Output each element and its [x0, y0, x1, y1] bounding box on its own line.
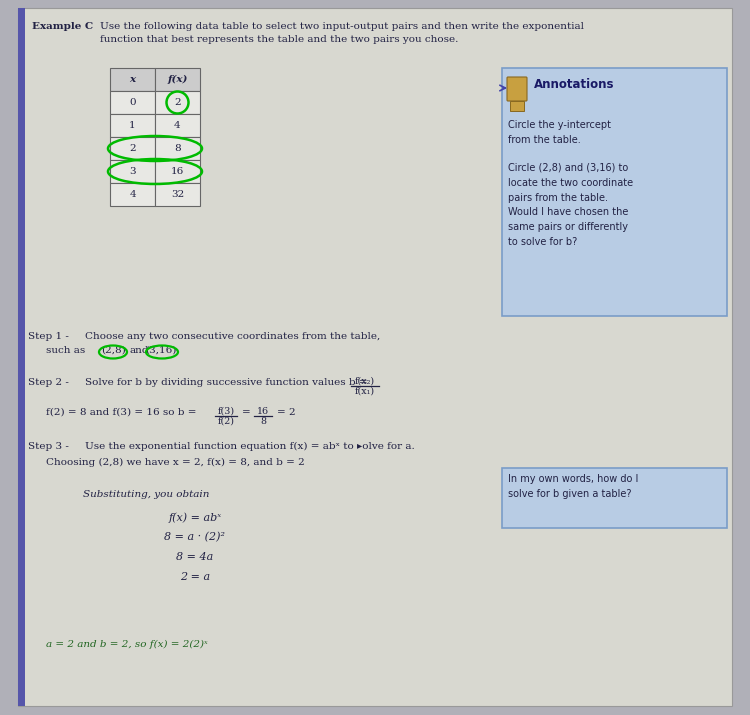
Text: =: =: [242, 408, 250, 417]
Bar: [110, 160, 155, 183]
Text: function that best represents the table and the two pairs you chose.: function that best represents the table …: [100, 35, 458, 44]
Text: Circle the y-intercept
from the table.: Circle the y-intercept from the table.: [508, 120, 611, 145]
Text: Step 1 -: Step 1 -: [28, 332, 69, 341]
Text: 0: 0: [129, 98, 136, 107]
Text: 8 = 4a: 8 = 4a: [176, 552, 214, 562]
FancyBboxPatch shape: [510, 101, 524, 111]
Text: Substituting, you obtain: Substituting, you obtain: [83, 490, 209, 499]
Text: 2: 2: [129, 144, 136, 153]
Text: 2 = a: 2 = a: [180, 572, 210, 582]
Text: f(3): f(3): [217, 407, 235, 416]
Text: f(x₂): f(x₂): [355, 377, 375, 386]
Text: (2,8): (2,8): [100, 346, 125, 355]
Text: Example C: Example C: [32, 22, 93, 31]
Text: 4: 4: [129, 190, 136, 199]
Text: f(2) = 8 and f(3) = 16 so b =: f(2) = 8 and f(3) = 16 so b =: [46, 408, 196, 417]
Text: Step 3 -: Step 3 -: [28, 442, 69, 451]
FancyBboxPatch shape: [18, 8, 732, 706]
Text: Solve for b by dividing successive function values b =: Solve for b by dividing successive funct…: [85, 378, 368, 387]
Bar: [155, 183, 200, 206]
FancyBboxPatch shape: [507, 77, 527, 101]
Bar: [110, 68, 155, 91]
Bar: [155, 68, 200, 91]
Text: (3,16).: (3,16).: [145, 346, 179, 355]
Bar: [110, 183, 155, 206]
Text: such as: such as: [46, 346, 86, 355]
Bar: [110, 114, 155, 137]
Bar: [110, 91, 155, 114]
Bar: [18, 8, 25, 706]
Text: Annotations: Annotations: [534, 78, 614, 91]
Text: 16: 16: [257, 407, 269, 416]
Text: 8 = a · (2)²: 8 = a · (2)²: [164, 532, 226, 542]
Text: 3: 3: [129, 167, 136, 176]
Text: f(2): f(2): [217, 417, 235, 426]
Text: Step 2 -: Step 2 -: [28, 378, 69, 387]
Text: 32: 32: [171, 190, 184, 199]
Bar: [155, 91, 200, 114]
Text: f(x₁): f(x₁): [355, 387, 375, 396]
Text: Circle (2,8) and (3,16) to
locate the two coordinate
pairs from the table.
Would: Circle (2,8) and (3,16) to locate the tw…: [508, 163, 633, 247]
Bar: [155, 160, 200, 183]
Text: Choosing (2,8) we have x = 2, f(x) = 8, and b = 2: Choosing (2,8) we have x = 2, f(x) = 8, …: [46, 458, 304, 467]
Text: Use the following data table to select two input-output pairs and then write the: Use the following data table to select t…: [100, 22, 584, 31]
Text: = 2: = 2: [277, 408, 296, 417]
Text: f(x) = abˣ: f(x) = abˣ: [168, 512, 222, 523]
Text: x: x: [130, 75, 136, 84]
Text: 2: 2: [174, 98, 181, 107]
Text: 4: 4: [174, 121, 181, 130]
FancyBboxPatch shape: [502, 468, 727, 528]
Text: f(x): f(x): [167, 75, 188, 84]
Text: a = 2 and b = 2, so f(x) = 2(2)ˣ: a = 2 and b = 2, so f(x) = 2(2)ˣ: [46, 640, 208, 649]
Text: and: and: [130, 346, 149, 355]
Bar: [155, 114, 200, 137]
FancyBboxPatch shape: [502, 68, 727, 316]
Text: Use the exponential function equation f(x) = abˣ to ▸olve for a.: Use the exponential function equation f(…: [85, 442, 415, 451]
Bar: [110, 137, 155, 160]
Text: Choose any two consecutive coordinates from the table,: Choose any two consecutive coordinates f…: [85, 332, 380, 341]
Text: 8: 8: [260, 417, 266, 426]
Text: 8: 8: [174, 144, 181, 153]
Text: 16: 16: [171, 167, 184, 176]
Text: In my own words, how do I
solve for b given a table?: In my own words, how do I solve for b gi…: [508, 474, 638, 499]
Bar: [155, 137, 200, 160]
Text: 1: 1: [129, 121, 136, 130]
